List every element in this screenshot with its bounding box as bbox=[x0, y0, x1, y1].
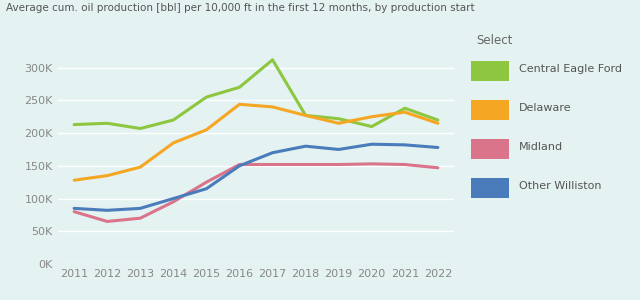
Central Eagle Ford bbox=[368, 125, 376, 128]
FancyBboxPatch shape bbox=[470, 178, 509, 198]
Central Eagle Ford bbox=[136, 127, 144, 130]
Line: Delaware: Delaware bbox=[74, 104, 438, 180]
Text: Other Williston: Other Williston bbox=[519, 181, 602, 191]
Midland bbox=[136, 216, 144, 220]
Central Eagle Ford bbox=[203, 95, 211, 99]
Other Williston bbox=[368, 142, 376, 146]
Delaware bbox=[70, 178, 78, 182]
Text: Midland: Midland bbox=[519, 142, 563, 152]
Other Williston bbox=[70, 207, 78, 210]
Delaware bbox=[203, 128, 211, 132]
Central Eagle Ford bbox=[302, 114, 310, 117]
Midland bbox=[302, 163, 310, 166]
Midland bbox=[368, 162, 376, 166]
Central Eagle Ford bbox=[269, 58, 276, 61]
Other Williston bbox=[104, 208, 111, 212]
Text: Central Eagle Ford: Central Eagle Ford bbox=[519, 64, 622, 74]
Midland bbox=[70, 210, 78, 213]
Delaware bbox=[136, 165, 144, 169]
Central Eagle Ford bbox=[335, 117, 342, 121]
FancyBboxPatch shape bbox=[470, 100, 509, 120]
Line: Midland: Midland bbox=[74, 164, 438, 221]
Other Williston bbox=[401, 143, 409, 147]
Other Williston bbox=[236, 164, 243, 168]
Midland bbox=[203, 180, 211, 184]
Other Williston bbox=[302, 144, 310, 148]
Midland bbox=[401, 163, 409, 166]
Central Eagle Ford bbox=[236, 85, 243, 89]
Text: Select: Select bbox=[476, 34, 512, 47]
Other Williston bbox=[269, 151, 276, 154]
Other Williston bbox=[434, 146, 442, 149]
Delaware bbox=[401, 110, 409, 114]
Midland bbox=[434, 166, 442, 169]
Delaware bbox=[434, 122, 442, 125]
Delaware bbox=[302, 114, 310, 117]
Midland bbox=[269, 163, 276, 166]
Midland bbox=[104, 220, 111, 223]
Text: Delaware: Delaware bbox=[519, 103, 572, 113]
Central Eagle Ford bbox=[170, 118, 177, 122]
Other Williston bbox=[203, 187, 211, 190]
Other Williston bbox=[170, 197, 177, 200]
Central Eagle Ford bbox=[104, 122, 111, 125]
Midland bbox=[170, 200, 177, 204]
FancyBboxPatch shape bbox=[470, 61, 509, 81]
Midland bbox=[335, 163, 342, 166]
Other Williston bbox=[335, 148, 342, 151]
FancyBboxPatch shape bbox=[470, 139, 509, 159]
Text: Average cum. oil production [bbl] per 10,000 ft in the first 12 months, by produ: Average cum. oil production [bbl] per 10… bbox=[6, 3, 475, 13]
Delaware bbox=[269, 105, 276, 109]
Central Eagle Ford bbox=[70, 123, 78, 126]
Central Eagle Ford bbox=[434, 118, 442, 122]
Delaware bbox=[104, 174, 111, 177]
Delaware bbox=[170, 141, 177, 145]
Other Williston bbox=[136, 207, 144, 210]
Line: Other Williston: Other Williston bbox=[74, 144, 438, 210]
Line: Central Eagle Ford: Central Eagle Ford bbox=[74, 60, 438, 128]
Midland bbox=[236, 163, 243, 166]
Central Eagle Ford bbox=[401, 106, 409, 110]
Delaware bbox=[335, 122, 342, 125]
Delaware bbox=[368, 115, 376, 119]
Delaware bbox=[236, 103, 243, 106]
